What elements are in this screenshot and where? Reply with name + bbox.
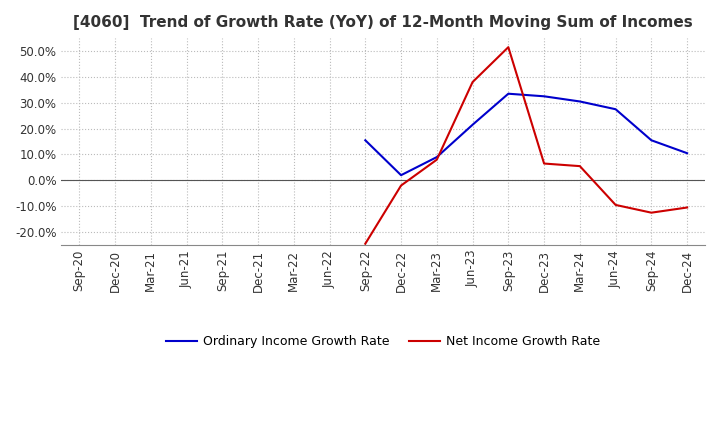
- Ordinary Income Growth Rate: [611, 106, 620, 112]
- Ordinary Income Growth Rate: [504, 91, 513, 96]
- Ordinary Income Growth Rate: [361, 138, 369, 143]
- Net Income Growth Rate: [361, 241, 369, 246]
- Net Income Growth Rate: [611, 202, 620, 208]
- Ordinary Income Growth Rate: [575, 99, 584, 104]
- Net Income Growth Rate: [397, 183, 405, 188]
- Ordinary Income Growth Rate: [540, 94, 549, 99]
- Net Income Growth Rate: [540, 161, 549, 166]
- Ordinary Income Growth Rate: [647, 138, 656, 143]
- Net Income Growth Rate: [647, 210, 656, 215]
- Ordinary Income Growth Rate: [468, 122, 477, 128]
- Ordinary Income Growth Rate: [683, 150, 691, 156]
- Ordinary Income Growth Rate: [397, 172, 405, 178]
- Title: [4060]  Trend of Growth Rate (YoY) of 12-Month Moving Sum of Incomes: [4060] Trend of Growth Rate (YoY) of 12-…: [73, 15, 693, 30]
- Net Income Growth Rate: [504, 44, 513, 50]
- Net Income Growth Rate: [433, 157, 441, 162]
- Net Income Growth Rate: [575, 164, 584, 169]
- Line: Net Income Growth Rate: Net Income Growth Rate: [365, 47, 687, 244]
- Ordinary Income Growth Rate: [433, 154, 441, 160]
- Line: Ordinary Income Growth Rate: Ordinary Income Growth Rate: [365, 94, 687, 175]
- Net Income Growth Rate: [468, 80, 477, 85]
- Legend: Ordinary Income Growth Rate, Net Income Growth Rate: Ordinary Income Growth Rate, Net Income …: [161, 330, 606, 353]
- Net Income Growth Rate: [683, 205, 691, 210]
